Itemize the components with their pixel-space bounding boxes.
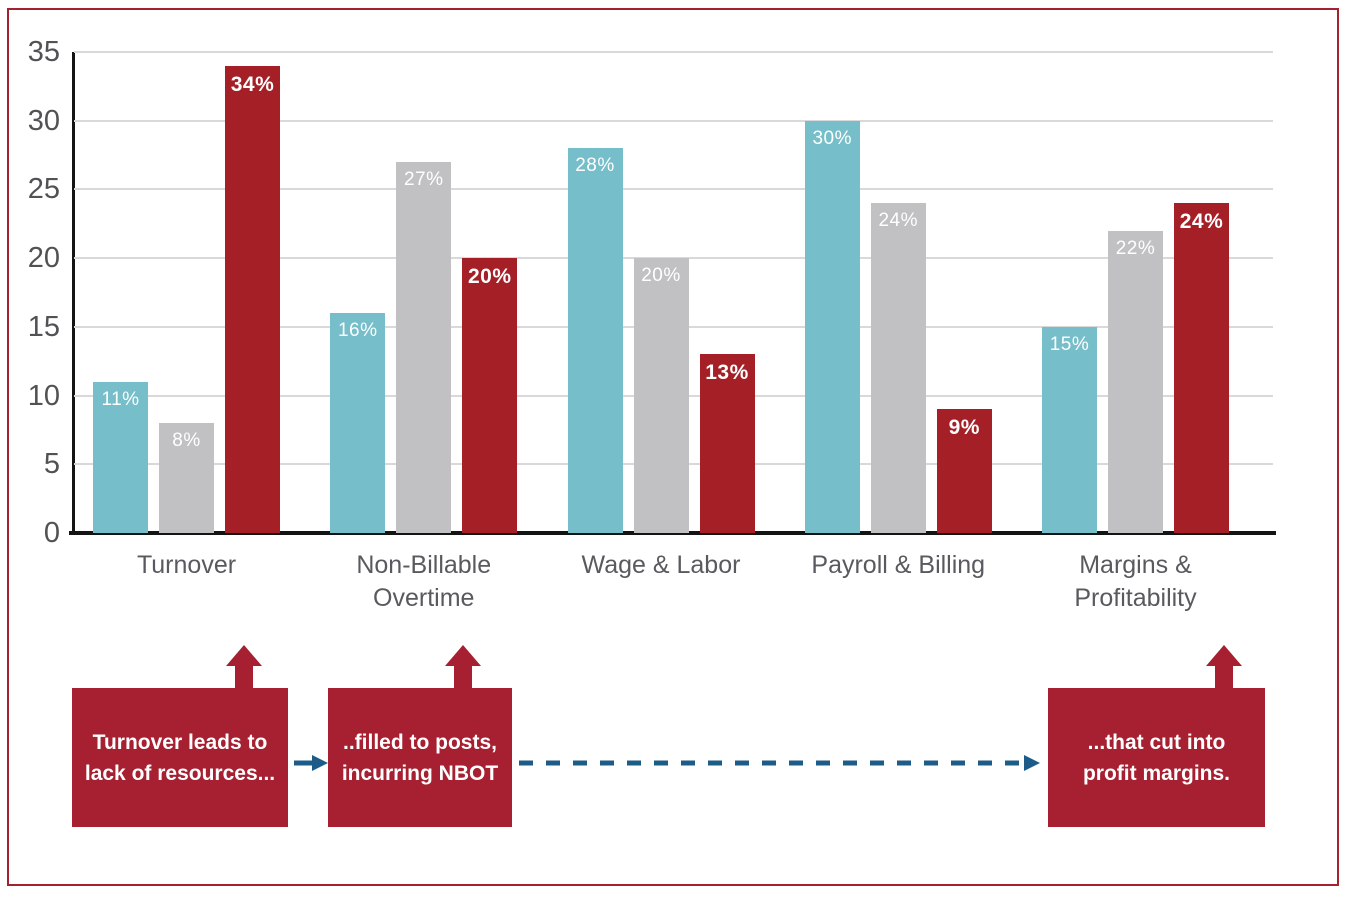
teal-series-bar: 11% [93,381,148,533]
red-series-bar: 13% [699,354,755,533]
y-tick-label: 0 [43,517,60,549]
red-series-bar: 24% [1174,203,1229,533]
gray-series-bar: 24% [870,203,926,533]
y-tick-label: 5 [43,448,60,481]
category-label: Turnover [136,551,237,579]
y-tick-label: 35 [27,36,60,68]
teal-series-bar: 15% [1042,326,1097,533]
gridline [74,188,1273,191]
callout-text: ...that cut into profit margins. [1082,730,1230,785]
callout-box-turnover: Turnover leads to lack of resources... [72,688,288,827]
bar-value-label: 16% [337,320,378,342]
gray-series-bar: 27% [396,161,452,533]
gray-series-bar: 22% [1108,230,1163,533]
bar-value-label: 20% [467,265,512,289]
gridline [74,119,1273,122]
bar-value-label: 8% [172,430,201,452]
bar-value-label: 11% [101,388,140,410]
red-series-bar: 20% [462,258,518,533]
y-tick-label: 30 [27,104,60,137]
x-axis-baseline [69,531,1276,535]
bar-value-label: 28% [575,155,615,177]
teal-series-bar: 16% [330,313,386,533]
bar-value-label: 20% [641,265,681,287]
gray-series-bar: 8% [159,423,214,533]
bar-value-label: 34% [230,72,275,96]
bar-value-label: 9% [948,416,980,440]
callout-text: Turnover leads to lack of resources... [84,730,276,785]
y-tick-label: 25 [27,173,60,206]
red-series-bar: 9% [936,409,992,533]
gridline [74,51,1273,53]
callout-box-nbot: ..filled to posts, incurring NBOT [328,688,512,827]
bar-value-label: 27% [403,168,444,190]
red-series-bar: 34% [225,65,280,533]
teal-series-bar: 30% [804,120,860,533]
category-label: Wage & Labor [581,551,741,579]
teal-series-bar: 28% [567,148,623,533]
callout-text: ..filled to posts, incurring NBOT [341,730,499,785]
bar-value-label: 24% [878,210,919,232]
y-tick-label: 20 [27,242,60,275]
gray-series-bar: 20% [633,258,689,533]
bar-value-label: 30% [812,127,853,149]
y-tick-label: 15 [27,310,60,343]
category-label: Non-Billable Overtime [356,551,492,612]
bar-value-label: 13% [705,361,749,385]
y-axis-line [72,52,75,533]
category-label: Payroll & Billing [811,551,986,579]
category-label: Margins & Profitability [1074,551,1197,612]
callout-box-margins: ...that cut into profit margins. [1048,688,1265,827]
bar-value-label: 15% [1049,333,1090,355]
bar-value-label: 24% [1179,210,1224,234]
bar-value-label: 22% [1115,237,1156,259]
y-tick-label: 10 [27,379,60,412]
